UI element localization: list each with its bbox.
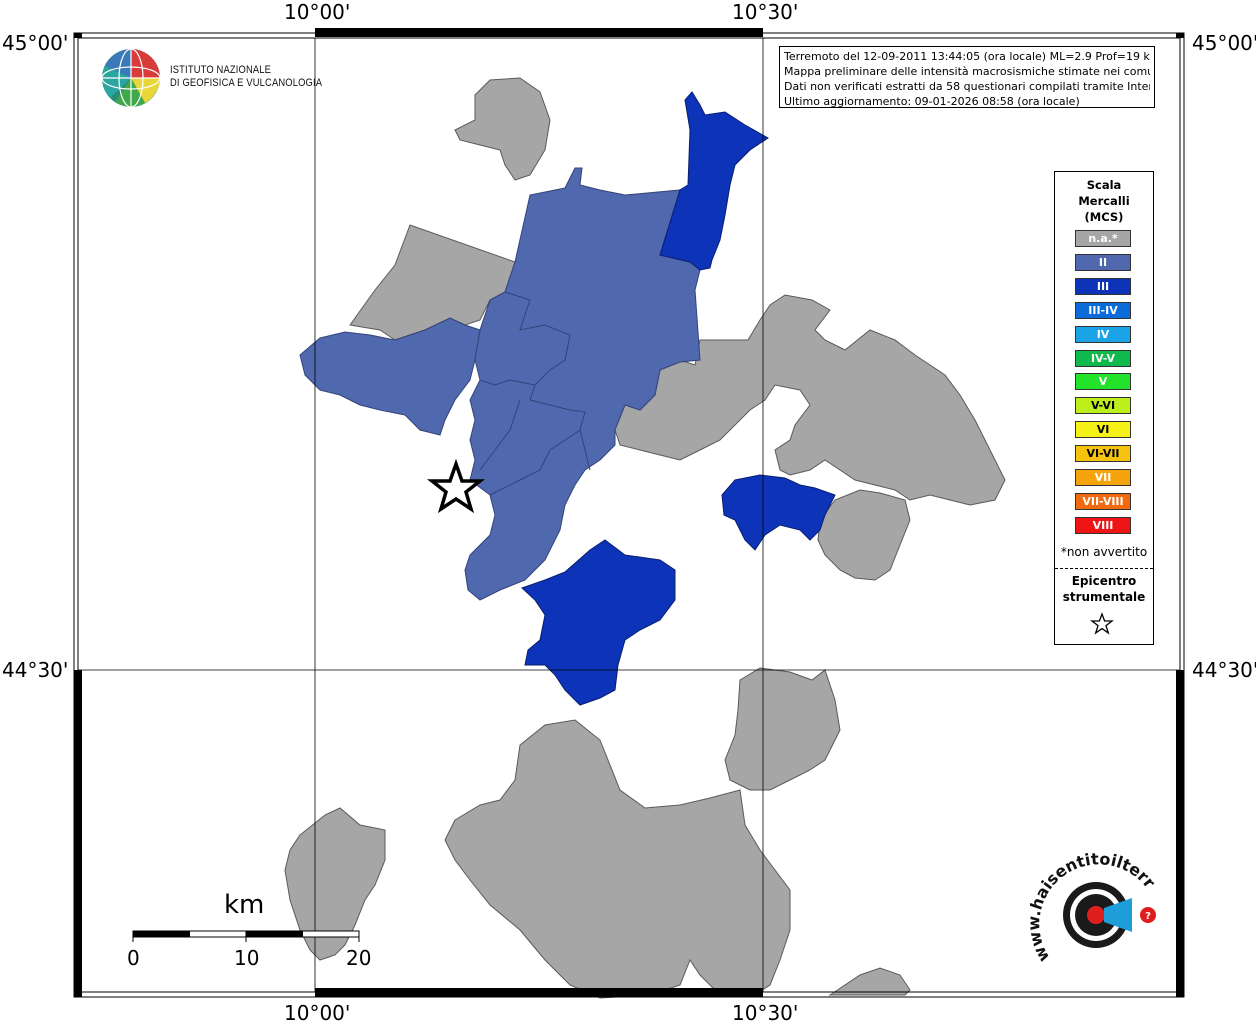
municipality — [464, 167, 701, 601]
left-lat-label-1: 45°00' — [2, 31, 69, 55]
event-info-box: Terremoto del 12-09-2011 13:44:05 (ora l… — [779, 46, 1155, 108]
municipality — [724, 667, 841, 791]
left-lat-label-2: 44°30' — [2, 658, 69, 682]
legend-swatch: n.a.* — [1075, 230, 1131, 247]
ingv-line-1: ISTITUTO NAZIONALE — [170, 64, 272, 76]
ingv-line-2: DI GEOFISICA E VULCANOLOGIA — [170, 77, 323, 89]
legend-swatch: II — [1075, 253, 1131, 271]
legend-swatch: IV-V — [1075, 349, 1131, 367]
legend-swatch: VIII — [1075, 516, 1131, 534]
municipality — [817, 489, 911, 581]
scale-tick-20: 20 — [346, 946, 372, 970]
right-lat-label-2: 44°30' — [1192, 658, 1256, 682]
hsit-logo-icon: ? — [1063, 882, 1156, 948]
legend-swatch: V-VI — [1075, 397, 1131, 415]
legend-epicenter-label: Epicentro strumentale — [1055, 573, 1153, 605]
info-line-2: Mappa preliminare delle intensità macros… — [784, 65, 1150, 78]
bottom-lon-label-2: 10°30' — [732, 1001, 799, 1025]
legend-star-icon — [1090, 612, 1114, 635]
right-lat-label-1: 45°00' — [1192, 31, 1256, 55]
legend-swatch: VI-VII — [1075, 445, 1131, 463]
svg-text:?: ? — [1145, 911, 1151, 922]
legend-divider — [1055, 568, 1153, 569]
legend-title-3: (MCS) — [1084, 210, 1124, 224]
scale-tick-10: 10 — [234, 946, 260, 970]
legend-swatch: V — [1075, 373, 1131, 391]
municipality — [454, 77, 551, 181]
epicenter-star-icon — [426, 458, 486, 514]
legend-swatch: VII — [1075, 469, 1131, 486]
municipality — [444, 719, 791, 999]
municipality — [721, 474, 836, 551]
map-frame — [73, 28, 1185, 998]
legend-epi-line-2: strumentale — [1062, 590, 1146, 604]
ingv-logo-icon — [101, 48, 161, 108]
municipality — [828, 967, 911, 996]
bottom-lon-label-1: 10°00' — [284, 1001, 351, 1025]
ii-boundaries — [479, 291, 591, 496]
top-lon-label-2: 10°30' — [732, 0, 799, 24]
info-line-4: Ultimo aggiornamento: 09-01-2026 08:58 (… — [784, 95, 1080, 108]
legend-note: *non avvertito — [1060, 545, 1148, 559]
legend-title-1: Scala — [1086, 178, 1122, 192]
info-line-3: Dati non verificati estratti da 58 quest… — [784, 80, 1150, 93]
municipality — [299, 317, 481, 436]
scale-tick-0: 0 — [127, 946, 140, 970]
legend-swatch: VII-VIII — [1075, 492, 1131, 510]
municipalities-iii — [521, 91, 836, 706]
mcs-legend: Scala Mercalli (MCS) n.a.* II III III-IV IV I… — [1054, 171, 1154, 645]
legend-swatch: III-IV — [1075, 301, 1131, 319]
legend-swatch: IV — [1075, 325, 1131, 343]
legend-swatch: VI — [1075, 421, 1131, 439]
top-lon-label-1: 10°00' — [284, 0, 351, 24]
legend-title-2: Mercalli — [1078, 194, 1130, 208]
legend-title: Scala Mercalli (MCS) — [1055, 177, 1153, 225]
svg-text:www.haisentitoilterremoto.it: www.haisentitoilterremoto.it — [1030, 850, 1159, 965]
municipality — [521, 539, 676, 706]
info-line-1: Terremoto del 12-09-2011 13:44:05 (ora l… — [784, 50, 1150, 63]
municipalities-na — [284, 77, 1006, 999]
hsit-logo-text: www.haisentitoilterremoto.it — [1030, 850, 1159, 965]
ingv-logo-text: ISTITUTO NAZIONALE DI GEOFISICA E VULCAN… — [170, 64, 322, 90]
grid — [78, 38, 1180, 992]
municipality — [659, 91, 769, 271]
hsit-url: www.haisentitoilterremoto.it — [1030, 850, 1159, 965]
municipalities-ii — [299, 167, 701, 601]
scale-unit-label: km — [224, 890, 265, 920]
legend-swatch: III — [1075, 277, 1131, 295]
scale-bar — [132, 930, 360, 942]
municipality — [614, 294, 1006, 506]
legend-epi-line-1: Epicentro — [1071, 574, 1137, 588]
